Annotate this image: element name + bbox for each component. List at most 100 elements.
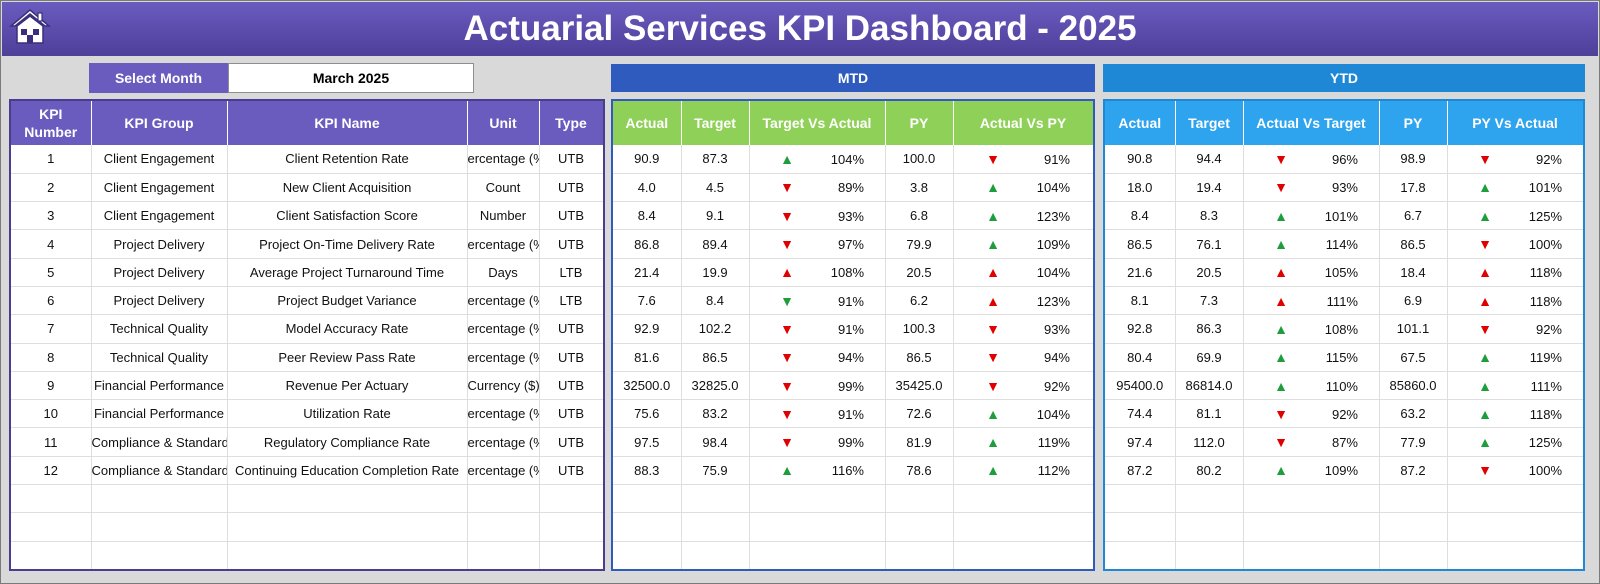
- ytd-target-cell: 76.1: [1175, 229, 1244, 259]
- empty-cell: [227, 484, 468, 514]
- percent-value: 92%: [1535, 151, 1562, 167]
- empty-cell: [91, 541, 228, 569]
- unit-cell: ercentage (%: [467, 229, 540, 259]
- status-cell: ▲ 116%: [749, 456, 886, 486]
- kpi-group-cell: Client Engagement: [91, 201, 228, 231]
- kpi-number-cell: 4: [11, 229, 92, 259]
- kpi-name-cell: Utilization Rate: [227, 399, 468, 429]
- triangle-up-icon: ▲: [986, 434, 1000, 451]
- status-cell: ▲ 108%: [749, 258, 886, 287]
- kpi-number-cell: 12: [11, 456, 92, 486]
- month-select[interactable]: March 2025: [228, 63, 474, 93]
- triangle-down-icon: ▼: [986, 150, 1000, 167]
- empty-cell: [91, 512, 228, 542]
- status-cell: ▲ 123%: [953, 286, 1093, 316]
- triangle-down-icon: ▼: [780, 405, 794, 422]
- mtd-py-cell: 78.6: [885, 456, 954, 486]
- triangle-down-icon: ▼: [1478, 236, 1492, 253]
- ytd-target-cell: 112.0: [1175, 427, 1244, 457]
- table-row: 12 Compliance & Standards Continuing Educa…: [11, 456, 603, 486]
- triangle-up-icon: ▲: [986, 179, 1000, 196]
- empty-cell: [1175, 541, 1244, 569]
- table-row: 18.0 19.4 ▼ 93% 17.8 ▲ 101%: [1105, 173, 1583, 203]
- empty-cell: [681, 484, 750, 514]
- status-cell: ▲ 114%: [1243, 229, 1380, 259]
- triangle-up-icon: ▲: [986, 462, 1000, 479]
- percent-value: 115%: [1325, 350, 1358, 366]
- ytd-py-cell: 6.7: [1379, 201, 1448, 231]
- status-cell: ▲ 104%: [749, 145, 886, 174]
- status-cell: ▲ 101%: [1447, 173, 1583, 203]
- ytd-py-cell: 98.9: [1379, 145, 1448, 174]
- ytd-target-cell: 8.3: [1175, 201, 1244, 231]
- mtd-actual-cell: 86.8: [613, 229, 682, 259]
- ytd-header-cell: PY Vs Actual: [1447, 101, 1583, 145]
- left-header-cell: KPI Group: [91, 101, 228, 145]
- empty-cell: [227, 512, 468, 542]
- percent-value: 110%: [1325, 378, 1358, 394]
- status-cell: ▼ 92%: [953, 371, 1093, 401]
- table-row: 4 Project Delivery Project On-Time Deliver…: [11, 229, 603, 259]
- table-row: 2 Client Engagement New Client Acquisition…: [11, 173, 603, 203]
- kpi-group-cell: Compliance & Standards: [91, 427, 228, 457]
- mtd-py-cell: 6.8: [885, 201, 954, 231]
- ytd-header-cell: Actual Vs Target: [1243, 101, 1380, 145]
- kpi-group-cell: Compliance & Standards: [91, 456, 228, 486]
- home-button[interactable]: [8, 7, 52, 47]
- table-row: 92.9 102.2 ▼ 91% 100.3 ▼ 93%: [613, 314, 1093, 344]
- status-cell: ▲ 111%: [1243, 286, 1380, 316]
- unit-cell: Number: [467, 201, 540, 231]
- unit-cell: Days: [467, 258, 540, 287]
- ytd-header-cell: PY: [1379, 101, 1448, 145]
- status-cell: ▲ 104%: [953, 173, 1093, 203]
- empty-cell: [1243, 512, 1380, 542]
- empty-cell: [11, 484, 92, 514]
- type-cell: UTB: [539, 229, 603, 259]
- empty-cell: [91, 484, 228, 514]
- status-cell: ▼ 92%: [1447, 314, 1583, 344]
- triangle-up-icon: ▲: [986, 405, 1000, 422]
- kpi-group-cell: Client Engagement: [91, 173, 228, 203]
- empty-cell: [1105, 512, 1176, 542]
- empty-cell: [1379, 512, 1448, 542]
- empty-cell: [613, 541, 682, 569]
- ytd-target-cell: 80.2: [1175, 456, 1244, 486]
- status-cell: ▼ 100%: [1447, 229, 1583, 259]
- kpi-group-cell: Financial Performance: [91, 399, 228, 429]
- percent-value: 93%: [837, 208, 864, 224]
- percent-value: 91%: [1043, 151, 1070, 167]
- mtd-target-cell: 19.9: [681, 258, 750, 287]
- kpi-group-cell: Technical Quality: [91, 314, 228, 344]
- unit-cell: ercentage (%: [467, 145, 540, 174]
- home-icon: [8, 9, 52, 44]
- ytd-target-cell: 81.1: [1175, 399, 1244, 429]
- triangle-up-icon: ▲: [1274, 377, 1288, 394]
- mtd-actual-cell: 75.6: [613, 399, 682, 429]
- kpi-group-cell: Project Delivery: [91, 286, 228, 316]
- mtd-py-cell: 3.8: [885, 173, 954, 203]
- mtd-target-cell: 4.5: [681, 173, 750, 203]
- triangle-up-icon: ▲: [1274, 292, 1288, 309]
- type-cell: UTB: [539, 456, 603, 486]
- triangle-down-icon: ▼: [1478, 462, 1492, 479]
- empty-cell: [749, 484, 886, 514]
- ytd-actual-cell: 8.1: [1105, 286, 1176, 316]
- type-cell: UTB: [539, 427, 603, 457]
- table-row: 74.4 81.1 ▼ 92% 63.2 ▲ 118%: [1105, 399, 1583, 429]
- percent-value: 96%: [1331, 151, 1358, 167]
- ytd-target-cell: 86.3: [1175, 314, 1244, 344]
- percent-value: 109%: [1036, 237, 1070, 253]
- triangle-down-icon: ▼: [780, 377, 794, 394]
- kpi-number-cell: 6: [11, 286, 92, 316]
- empty-cell: [227, 541, 468, 569]
- empty-cell: [1243, 541, 1380, 569]
- empty-row: [1105, 484, 1583, 514]
- kpi-number-cell: 1: [11, 145, 92, 174]
- percent-value: 119%: [1037, 435, 1070, 451]
- status-cell: ▲ 101%: [1243, 201, 1380, 231]
- ytd-target-cell: 19.4: [1175, 173, 1244, 203]
- table-row: 8.1 7.3 ▲ 111% 6.9 ▲ 118%: [1105, 286, 1583, 316]
- triangle-down-icon: ▼: [780, 207, 794, 224]
- triangle-up-icon: ▲: [986, 264, 1000, 281]
- ytd-header-cell: Actual: [1105, 101, 1176, 145]
